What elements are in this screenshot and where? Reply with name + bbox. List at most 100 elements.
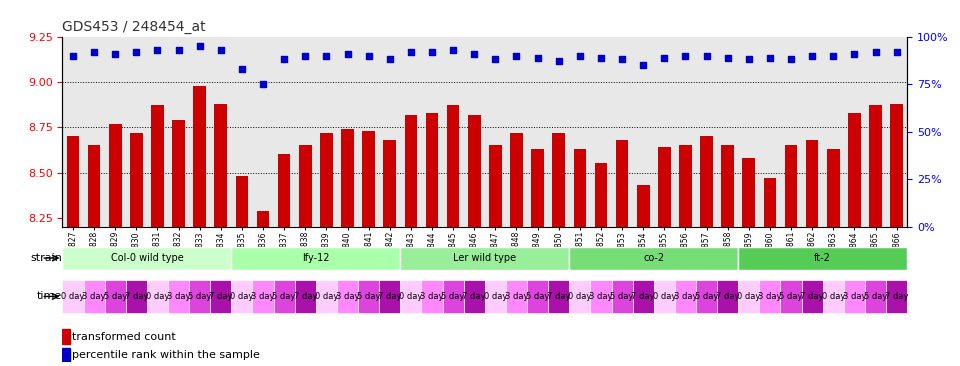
- Text: 0 day: 0 day: [484, 292, 507, 301]
- FancyBboxPatch shape: [717, 280, 738, 313]
- Text: 7 day: 7 day: [716, 292, 739, 301]
- Text: 3 day: 3 day: [336, 292, 359, 301]
- Text: 5 day: 5 day: [188, 292, 211, 301]
- FancyBboxPatch shape: [62, 247, 231, 269]
- Bar: [446, 105, 460, 227]
- Point: [699, 53, 714, 59]
- FancyBboxPatch shape: [738, 247, 907, 269]
- Point: [361, 53, 376, 59]
- Bar: [108, 124, 122, 227]
- Point: [657, 55, 672, 60]
- FancyBboxPatch shape: [548, 280, 569, 313]
- Bar: [299, 145, 312, 227]
- Text: ft-2: ft-2: [814, 253, 831, 263]
- Text: 7 day: 7 day: [885, 292, 908, 301]
- Bar: [594, 164, 608, 227]
- Text: 0 day: 0 day: [653, 292, 676, 301]
- Bar: [341, 129, 354, 227]
- Point: [889, 49, 904, 55]
- Point: [403, 49, 419, 55]
- Text: time: time: [37, 291, 62, 302]
- Point: [804, 53, 820, 59]
- FancyBboxPatch shape: [780, 280, 802, 313]
- Point: [572, 53, 588, 59]
- FancyBboxPatch shape: [84, 280, 105, 313]
- Text: 3 day: 3 day: [83, 292, 106, 301]
- Bar: [235, 176, 249, 227]
- Bar: [848, 113, 861, 227]
- FancyBboxPatch shape: [865, 280, 886, 313]
- FancyBboxPatch shape: [295, 280, 316, 313]
- FancyBboxPatch shape: [802, 280, 823, 313]
- FancyBboxPatch shape: [147, 280, 168, 313]
- Bar: [130, 132, 143, 227]
- Bar: [636, 185, 650, 227]
- Point: [593, 55, 609, 60]
- FancyBboxPatch shape: [654, 280, 675, 313]
- Point: [762, 55, 778, 60]
- Point: [720, 55, 735, 60]
- Text: 5 day: 5 day: [442, 292, 465, 301]
- Text: GDS453 / 248454_at: GDS453 / 248454_at: [62, 20, 206, 34]
- Text: 0 day: 0 day: [230, 292, 253, 301]
- Bar: [658, 147, 671, 227]
- Text: Col-0 wild type: Col-0 wild type: [110, 253, 183, 263]
- Bar: [700, 136, 713, 227]
- Bar: [679, 145, 692, 227]
- Text: 3 day: 3 day: [758, 292, 781, 301]
- FancyBboxPatch shape: [485, 280, 506, 313]
- Text: 7 day: 7 day: [463, 292, 486, 301]
- Point: [65, 53, 81, 59]
- Point: [678, 53, 693, 59]
- Point: [298, 53, 313, 59]
- Point: [255, 81, 271, 87]
- Text: 5 day: 5 day: [611, 292, 634, 301]
- Bar: [277, 154, 291, 227]
- FancyBboxPatch shape: [506, 280, 527, 313]
- Bar: [552, 132, 565, 227]
- Point: [171, 47, 186, 53]
- Bar: [763, 178, 777, 227]
- FancyBboxPatch shape: [759, 280, 780, 313]
- Text: 0 day: 0 day: [399, 292, 422, 301]
- FancyBboxPatch shape: [189, 280, 210, 313]
- FancyBboxPatch shape: [105, 280, 126, 313]
- Point: [783, 56, 799, 62]
- Point: [636, 62, 651, 68]
- Bar: [87, 145, 101, 227]
- Bar: [827, 149, 840, 227]
- Point: [276, 56, 292, 62]
- Bar: [510, 132, 523, 227]
- Text: co-2: co-2: [643, 253, 664, 263]
- Text: 5 day: 5 day: [104, 292, 127, 301]
- Point: [551, 59, 566, 64]
- Bar: [193, 86, 206, 227]
- Bar: [151, 105, 164, 227]
- Text: 0 day: 0 day: [61, 292, 84, 301]
- Point: [192, 43, 207, 49]
- Bar: [66, 136, 80, 227]
- FancyBboxPatch shape: [379, 280, 400, 313]
- Text: 3 day: 3 day: [843, 292, 866, 301]
- Point: [847, 51, 862, 57]
- FancyBboxPatch shape: [316, 280, 337, 313]
- Bar: [805, 140, 819, 227]
- Text: 7 day: 7 day: [801, 292, 824, 301]
- Text: 5 day: 5 day: [780, 292, 803, 301]
- Point: [868, 49, 883, 55]
- Text: 7 day: 7 day: [125, 292, 148, 301]
- Point: [467, 51, 482, 57]
- Bar: [573, 149, 587, 227]
- Text: strain: strain: [31, 253, 62, 263]
- FancyBboxPatch shape: [62, 280, 84, 313]
- FancyBboxPatch shape: [168, 280, 189, 313]
- Point: [86, 49, 102, 55]
- FancyBboxPatch shape: [231, 247, 400, 269]
- Text: 0 day: 0 day: [146, 292, 169, 301]
- Text: 0 day: 0 day: [822, 292, 845, 301]
- FancyBboxPatch shape: [400, 280, 421, 313]
- Text: 5 day: 5 day: [273, 292, 296, 301]
- Text: lfy-12: lfy-12: [302, 253, 329, 263]
- FancyBboxPatch shape: [886, 280, 907, 313]
- FancyBboxPatch shape: [274, 280, 295, 313]
